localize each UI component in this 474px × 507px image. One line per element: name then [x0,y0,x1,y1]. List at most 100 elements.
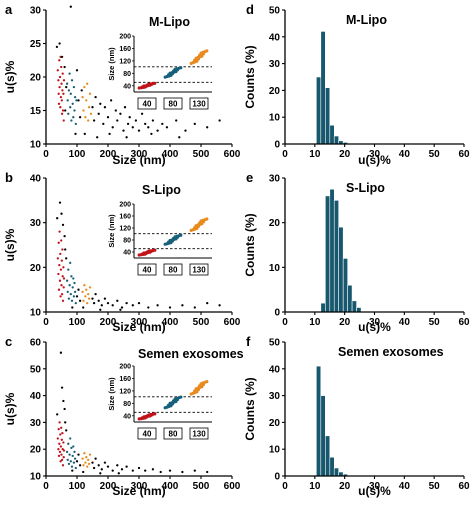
scatter-point [62,119,65,122]
scatter-point [75,69,79,72]
scatter-point [150,132,153,136]
x-tick-label: 50 [429,481,441,492]
scatter-point [57,92,60,95]
scatter-point [91,461,94,464]
scatter-point [92,119,96,122]
x-tick-label: 0 [282,149,288,160]
x-tick-label: 10 [309,149,321,160]
scatter-point [99,308,102,311]
scatter-point [147,306,150,309]
inset-y-tick-label: 80 [123,238,131,245]
x-tick-label: 30 [369,149,381,160]
x-tick-label: 0 [282,317,288,328]
scatter-point [60,284,63,287]
histogram-bar [333,200,340,313]
scatter-point [137,466,141,470]
scatter-point [73,457,77,460]
y-tick-label: 30 [30,6,42,17]
inset-category-box [137,427,157,440]
inset-category-label: 80 [169,430,178,439]
scatter-point [128,116,131,119]
scatter-point [60,55,64,59]
scatter-point [181,470,184,474]
scatter-point [137,129,141,132]
scatter-point [72,295,76,298]
scatter-point [87,292,90,296]
scatter-point [56,257,59,260]
scatter-point [61,89,64,92]
y-tick-label: 10 [269,113,281,124]
scatter-point [57,241,60,244]
scatter-point [78,116,82,119]
scatter-point [73,281,76,285]
scatter-point [61,223,65,227]
scatter-group-40 [56,230,66,302]
chart-title: S-Lipo [346,181,385,195]
y-axis-title: u(s)% [3,60,17,93]
scatter-point [116,464,119,467]
histogram-bar [315,76,322,145]
scatter-point [85,456,88,459]
scatter-point [77,99,80,102]
inset-point [153,248,157,252]
scatter-point [59,295,62,298]
scatter-point [94,95,97,99]
scatter-group-other [55,5,221,139]
scatter-point [55,45,59,49]
histogram-bar [315,365,322,477]
y-tick-label: 0 [274,472,280,483]
inset-point [179,233,183,237]
inset-cluster-130 [189,49,209,65]
y-tick-label: 10 [269,263,281,274]
inset-point [153,81,157,85]
scatter-point [60,212,63,215]
scatter-point [61,72,64,75]
scatter-point [70,465,74,468]
inset-cluster-80 [163,395,183,410]
scatter-point [60,65,63,69]
scatter-point [92,301,96,305]
scatter-point [100,468,103,471]
scatter-group-other [56,201,221,311]
y-tick-label: 50 [269,338,281,349]
scatter-point [72,277,75,280]
scatter-point [87,458,90,462]
inset-category-box [189,263,209,276]
inset-category-box [137,97,157,110]
inset-y-tick-label: 80 [123,401,131,408]
scatter-group-80 [65,72,78,126]
scatter-point [60,99,63,102]
y-tick-label: 20 [30,263,42,274]
x-tick-label: 100 [69,317,86,328]
scatter-point [120,468,124,471]
scatter-point [156,304,159,307]
scatter-point [63,234,66,238]
chart-title: Semen exosomes [138,347,244,361]
y-tick-label: 30 [269,174,281,185]
scatter-point [84,461,87,464]
inset-cluster-130 [189,380,209,396]
chart-title: Semen exosomes [338,345,444,359]
scatter-point [108,132,111,136]
scatter-point [181,304,184,307]
x-tick-label: 10 [309,481,321,492]
scatter-point [103,106,107,109]
histogram-bar [320,395,326,477]
scatter-point [140,112,144,115]
scatter-point [109,99,113,102]
x-tick-label: 600 [224,481,241,492]
scatter-point [62,286,65,289]
scatter-point [193,122,196,126]
histogram-bar [351,300,357,313]
histogram-bar [347,284,353,313]
scatter-group-80 [65,437,77,470]
scatter-point [83,452,86,455]
scatter-point [60,438,63,441]
scatter-point [111,304,114,307]
inset-y-tick-label: 40 [123,413,131,420]
scatter-point [70,119,73,122]
y-tick-label: 25 [30,39,42,50]
scatter-point [151,119,155,122]
x-tick-label: 200 [100,149,117,160]
